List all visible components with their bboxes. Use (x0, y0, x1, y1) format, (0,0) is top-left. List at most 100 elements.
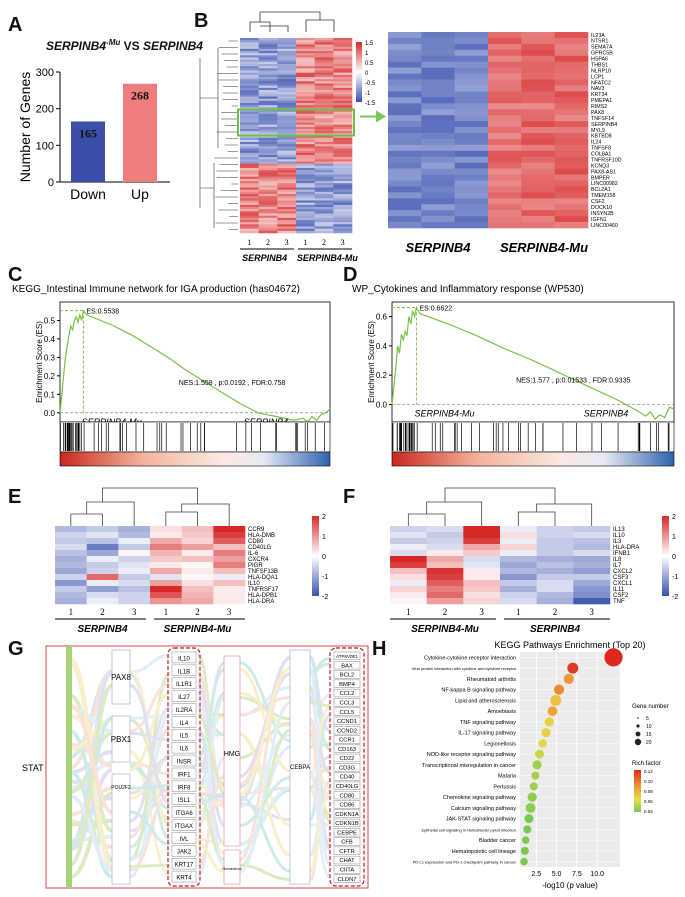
heatmap-cell (296, 48, 315, 52)
heatmap-cell (521, 61, 555, 68)
heatmap-cell (240, 194, 259, 197)
panel-e: E CCR9 HLA-DMB CD80 CD40LG IL-6 CXCR4 PIGR TNFS… (0, 478, 340, 635)
heatmap-cell (521, 49, 555, 57)
heatmap-cell (421, 150, 455, 158)
heatmap-cell (258, 152, 278, 156)
heatmap-cell (296, 116, 315, 119)
heatmap-cell (118, 568, 151, 575)
flow-band (308, 667, 332, 867)
heatmap-cell (390, 538, 427, 545)
heatmap-cell (333, 207, 353, 210)
gene-label: IL23A (591, 33, 605, 39)
flow-band (69, 793, 113, 872)
heatmap-cell (296, 83, 315, 86)
heatmap-cell (150, 550, 182, 557)
flow-band (197, 732, 226, 742)
heatmap-cell (240, 48, 259, 52)
heatmap-cell (277, 129, 297, 132)
heatmap-cell (277, 98, 297, 102)
gene-label: CCND2 (337, 728, 357, 734)
heatmap-cell (454, 115, 489, 122)
heatmap-cell (333, 194, 353, 197)
heatmap-cell (150, 556, 182, 563)
heatmap-cell (296, 96, 315, 99)
heatmap-cell (521, 210, 555, 217)
heatmap-cell (521, 103, 555, 110)
heatmap-cell (181, 556, 214, 563)
heatmap-cell (333, 55, 353, 58)
gene-label: THBS1 (591, 62, 608, 68)
heatmap-cell (277, 109, 297, 112)
y-axis-label: Number of Genes (17, 72, 33, 183)
heatmap-cell (258, 220, 278, 223)
heatmap-cell (296, 109, 315, 112)
heatmap-cell (277, 83, 297, 86)
gene-label: HLA-DPB1 (248, 593, 278, 599)
heatmap-cell (488, 132, 522, 140)
gene-label: IL1R1 (176, 682, 193, 688)
heatmap-cell (258, 146, 278, 149)
tf-node (111, 773, 131, 885)
heatmap-cell (296, 55, 315, 58)
heatmap-cell (333, 202, 353, 206)
flow-band (129, 863, 171, 868)
heatmap-cell (333, 161, 353, 164)
heatmap-cell (277, 163, 297, 167)
flow-band (129, 672, 171, 861)
heatmap-cell (240, 109, 259, 112)
heatmap-cell (86, 574, 119, 581)
heatmap-cell (554, 85, 589, 92)
size-legend-label: 5 (646, 716, 649, 722)
bar-data-label: 268 (131, 89, 149, 103)
panel-label: H (372, 638, 387, 660)
heatmap-cell (240, 79, 259, 82)
heatmap-cell (426, 532, 464, 539)
colorbar-tick-label: 1 (322, 534, 326, 541)
heatmap-cell (258, 226, 278, 229)
gene-node (171, 857, 197, 870)
heatmap-cell (314, 222, 334, 225)
group-label: SERPINB4-Mu (297, 253, 359, 263)
heatmap-cell (314, 146, 334, 149)
pathway-label: Pertussis (493, 784, 516, 790)
heatmap-cell (390, 592, 427, 599)
heatmap-cell (118, 580, 151, 587)
gene-label: CFB (341, 840, 353, 846)
heatmap-cell (421, 37, 455, 45)
heatmap-cell (277, 157, 297, 160)
gene-label: CCL3 (340, 700, 355, 706)
heatmap-cell (296, 113, 315, 117)
heatmap-cell (333, 172, 353, 175)
heatmap-cell (277, 135, 297, 138)
data-point (550, 694, 562, 706)
colorbar (356, 42, 362, 102)
heatmap-cell (488, 79, 522, 86)
heatmap-cell (240, 74, 259, 78)
heatmap-cell (536, 550, 574, 557)
heatmap-cells (390, 526, 611, 605)
heatmap-cell (314, 144, 334, 147)
heatmap-cell (240, 96, 259, 99)
heatmap-cell (426, 538, 464, 545)
heatmap-cell (488, 91, 522, 98)
y-tick-label: 100 (36, 140, 54, 152)
stats-label: NES:1.558 , p:0.0192 , FDR:0.758 (179, 380, 286, 387)
gene-label: IVL (179, 837, 189, 843)
heatmap-cell (240, 230, 259, 234)
gene-label: IL8 (613, 557, 622, 563)
heatmap-cell (118, 586, 151, 593)
heatmap-cell (277, 126, 297, 130)
gene-node (171, 870, 197, 883)
heatmap-cell (258, 66, 278, 69)
gene-label: KRT4 (176, 876, 192, 882)
heatmap-cell (181, 598, 214, 605)
heatmap-cell (258, 207, 278, 210)
heatmap-cell (277, 168, 297, 171)
heatmap-cell (314, 66, 334, 69)
heatmap-cell (333, 176, 353, 180)
heatmap-cell (463, 562, 501, 569)
data-points (520, 648, 623, 866)
heatmap-cell (277, 170, 297, 173)
flow-band (129, 684, 171, 806)
heatmap-cell (240, 122, 259, 125)
